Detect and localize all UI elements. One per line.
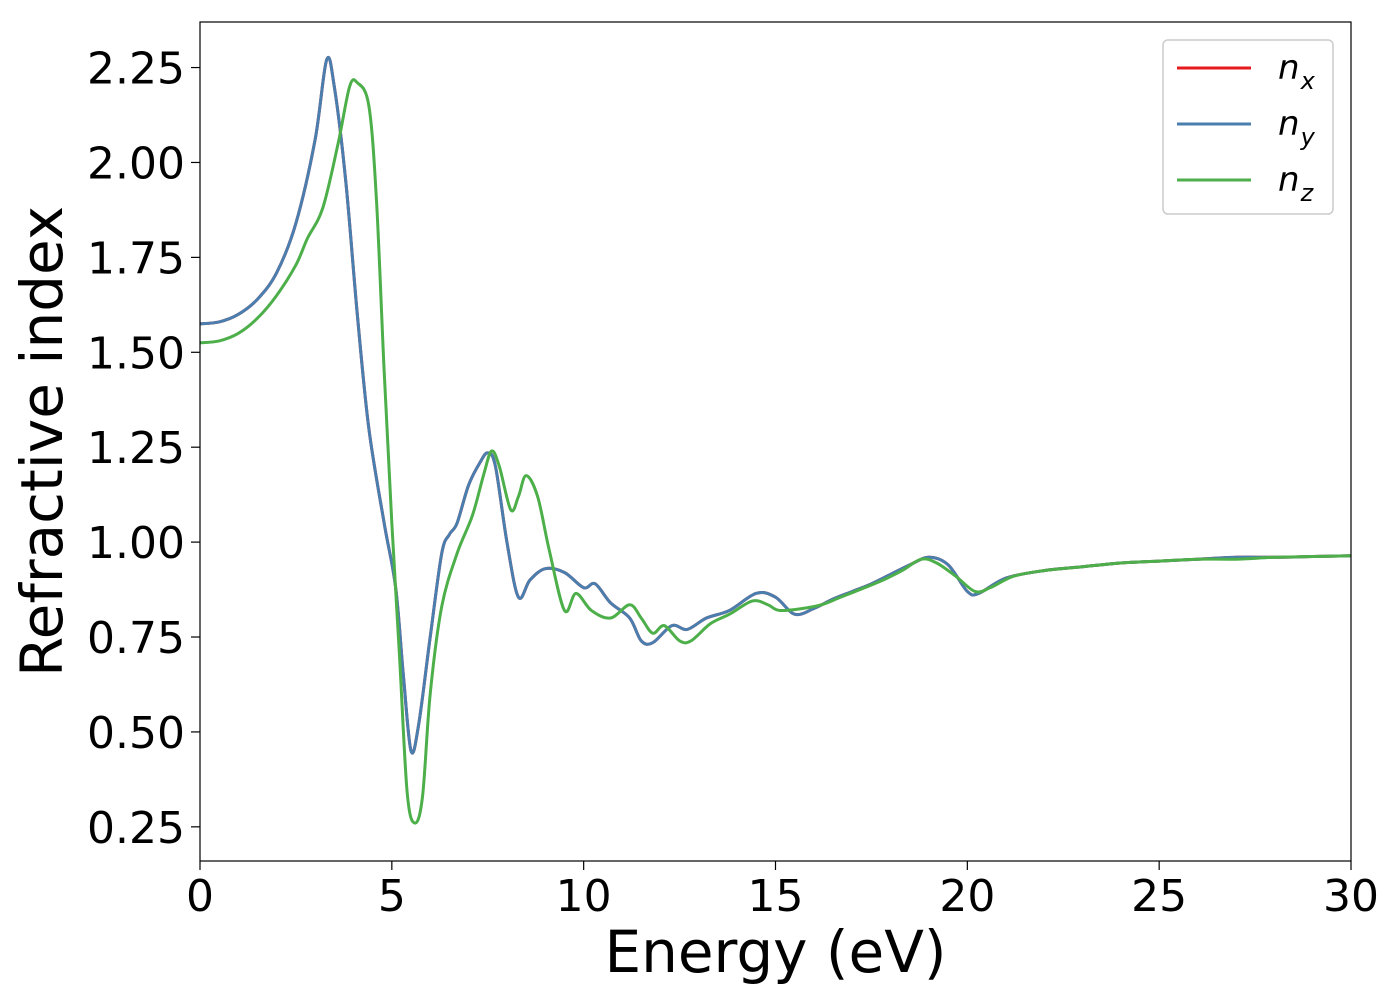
y-tick-label: 1.00 bbox=[87, 518, 185, 569]
x-tick-label: 5 bbox=[378, 871, 406, 922]
legend-subscript: y bbox=[1300, 123, 1316, 151]
y-axis-title: Refractive index bbox=[8, 206, 76, 677]
y-axis: 0.25 0.50 0.75 1.00 1.25 1.50 1.75 2.00 2.25 bbox=[87, 44, 200, 854]
legend-subscript: z bbox=[1300, 179, 1315, 207]
legend-label-nx: nx bbox=[1278, 48, 1316, 95]
y-tick-label: 1.25 bbox=[87, 423, 185, 474]
legend-label-nz: nz bbox=[1278, 160, 1315, 207]
legend-subscript: x bbox=[1300, 67, 1316, 95]
series-line-nz bbox=[200, 78, 1351, 825]
x-tick-label: 30 bbox=[1323, 871, 1379, 922]
x-tick-label: 10 bbox=[556, 871, 612, 922]
legend-symbol: n bbox=[1278, 160, 1300, 200]
x-axis-title: Energy (eV) bbox=[604, 918, 946, 986]
y-tick-label: 0.50 bbox=[87, 708, 185, 759]
x-axis: 0 5 10 15 20 25 30 bbox=[186, 861, 1379, 922]
legend-symbol: n bbox=[1278, 48, 1300, 88]
legend-box bbox=[1162, 39, 1334, 215]
x-tick-label: 15 bbox=[748, 871, 804, 922]
series-layer bbox=[200, 56, 1351, 825]
series-line-ny bbox=[200, 56, 1351, 755]
legend-label-ny: ny bbox=[1278, 104, 1316, 151]
y-tick-label: 0.25 bbox=[87, 803, 185, 854]
x-tick-label: 25 bbox=[1131, 871, 1187, 922]
y-tick-label: 0.75 bbox=[87, 613, 185, 664]
y-tick-label: 1.75 bbox=[87, 233, 185, 284]
x-tick-label: 20 bbox=[939, 871, 995, 922]
y-tick-label: 1.50 bbox=[87, 328, 185, 379]
y-tick-label: 2.00 bbox=[87, 138, 185, 189]
legend-symbol: n bbox=[1278, 104, 1300, 144]
x-tick-label: 0 bbox=[186, 871, 214, 922]
y-tick-label: 2.25 bbox=[87, 44, 185, 95]
